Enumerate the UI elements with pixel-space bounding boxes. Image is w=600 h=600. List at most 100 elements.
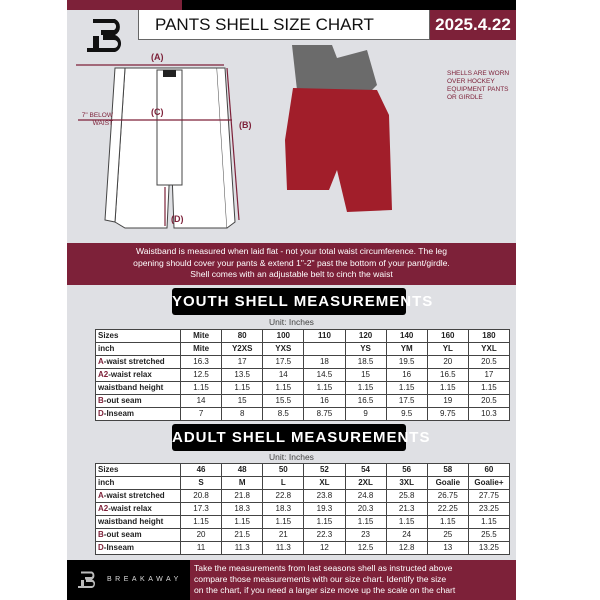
table-cell: 1.15 <box>262 381 305 395</box>
table-cell: 11 <box>179 541 223 555</box>
table-cell: 10.3 <box>467 407 511 421</box>
youth-unit-label: Unit: Inches <box>269 317 314 327</box>
table-cell: 17.3 <box>179 502 223 516</box>
table-cell: 17.5 <box>262 355 305 369</box>
table-cell: 1.15 <box>179 515 223 529</box>
table-cell: 16.5 <box>344 394 387 408</box>
table-cell: YS <box>344 342 387 356</box>
table-cell: 20.3 <box>344 502 387 516</box>
table-cell: 1.15 <box>179 381 223 395</box>
table-row: A-waist stretched 20.8 21.8 22.8 23.8 24.8 25.… <box>95 489 511 503</box>
table-cell: 24.8 <box>344 489 387 503</box>
table-cell: Goalie <box>426 476 469 490</box>
table-cell: 1.15 <box>262 515 305 529</box>
page-title: PANTS SHELL SIZE CHART <box>138 10 430 40</box>
table-cell: 54 <box>344 463 387 477</box>
pants-diagram: (A) (C) (B) (D) 7" BELOW WAIST SHELLS AR… <box>67 40 516 240</box>
table-cell: 1.15 <box>303 381 346 395</box>
breakaway-logo-icon <box>87 19 122 52</box>
footer-brand-block: BREAKAWAY <box>67 560 190 600</box>
label-d: (D) <box>171 214 184 224</box>
row-label: B-out seam <box>95 394 181 408</box>
table-cell: 18.3 <box>262 502 305 516</box>
table-cell: 21.3 <box>385 502 428 516</box>
table-cell: 120 <box>344 329 387 343</box>
measure-code: B <box>98 396 104 405</box>
table-cell: 1.15 <box>467 515 511 529</box>
table-cell: 110 <box>303 329 346 343</box>
measure-name: Sizes <box>98 331 119 340</box>
table-cell: 17 <box>467 368 511 382</box>
label-c: (C) <box>151 107 164 117</box>
size-chart-page: PANTS SHELL SIZE CHART 2025.4.22 (A) (C)… <box>67 0 516 600</box>
youth-size-table: Sizes Mite 80 100 110 120 140 160 180 inch Mite Y2X… <box>95 329 511 421</box>
table-cell: 17.5 <box>385 394 428 408</box>
footer-line: compare those measurements with our size… <box>194 574 447 584</box>
row-label: A2-waist relax <box>95 502 181 516</box>
table-cell: 16 <box>303 394 346 408</box>
table-cell: Goalie+ <box>467 476 511 490</box>
measure-name: waistband height <box>98 517 164 526</box>
measure-name: -out seam <box>103 530 142 539</box>
table-cell: 1.15 <box>221 381 264 395</box>
table-cell: 21.8 <box>221 489 264 503</box>
table-cell: 9.5 <box>385 407 428 421</box>
table-cell: 56 <box>385 463 428 477</box>
table-cell: 16 <box>385 368 428 382</box>
table-cell: 11.3 <box>221 541 264 555</box>
table-cell: 11.3 <box>262 541 305 555</box>
table-cell: 1.15 <box>221 515 264 529</box>
table-cell: XL <box>303 476 346 490</box>
measure-name: inch <box>98 344 115 353</box>
table-row: inch S M L XL 2XL 3XL Goalie Goalie+ <box>95 476 511 490</box>
table-cell: YXS <box>262 342 305 356</box>
table-cell: 52 <box>303 463 346 477</box>
table-cell: 1.15 <box>426 515 469 529</box>
table-cell: 140 <box>385 329 428 343</box>
row-label: waistband height <box>95 381 181 395</box>
table-cell: 1.15 <box>426 381 469 395</box>
table-cell: M <box>221 476 264 490</box>
label-a: (A) <box>151 52 164 62</box>
table-cell: 21 <box>262 528 305 542</box>
table-cell: 15 <box>221 394 264 408</box>
date-badge: 2025.4.22 <box>430 10 516 40</box>
table-row: A2-waist relax 12.5 13.5 14 14.5 15 16 16.5 17 <box>95 368 511 382</box>
table-cell: 15 <box>344 368 387 382</box>
measure-name: -out seam <box>103 396 142 405</box>
below-waist-note: 7" BELOW WAIST <box>67 112 113 128</box>
table-cell: 1.15 <box>344 515 387 529</box>
pants-shell-sketch <box>76 45 392 229</box>
table-cell: 25.5 <box>467 528 511 542</box>
table-cell: 20.5 <box>467 355 511 369</box>
table-cell: 17 <box>221 355 264 369</box>
measure-code: B <box>98 530 104 539</box>
measure-name: -Inseam <box>103 409 135 418</box>
info-line: Waistband is measured when laid flat - n… <box>136 246 447 256</box>
table-cell: 2XL <box>344 476 387 490</box>
waistband-info-banner: Waistband is measured when laid flat - n… <box>67 243 516 285</box>
brand-name: BREAKAWAY <box>107 576 182 583</box>
table-cell: 1.15 <box>303 515 346 529</box>
adult-section-title: ADULT SHELL MEASUREMENTS <box>172 424 429 451</box>
measure-name: Sizes <box>98 465 119 474</box>
table-cell: 19.5 <box>385 355 428 369</box>
measure-code: A <box>98 491 104 500</box>
table-cell: YXL <box>467 342 511 356</box>
row-label: inch <box>95 342 181 356</box>
table-row: B-out seam 14 15 15.5 16 16.5 17.5 19 20.5 <box>95 394 511 408</box>
footer-line: on the chart, if you need a larger size … <box>194 585 456 595</box>
table-cell: 18.5 <box>344 355 387 369</box>
shell-note: SHELLS ARE WORN OVER HOCKEY EQUIPMENT PA… <box>447 70 509 102</box>
table-cell: 19.3 <box>303 502 346 516</box>
measure-name: -Inseam <box>103 543 135 552</box>
row-label: A-waist stretched <box>95 355 181 369</box>
measure-code: D <box>98 543 104 552</box>
table-cell: 1.15 <box>385 515 428 529</box>
table-cell: 13 <box>426 541 469 555</box>
table-cell: 20.8 <box>179 489 223 503</box>
table-cell: 26.75 <box>426 489 469 503</box>
table-cell: 20 <box>179 528 223 542</box>
table-cell: 14 <box>179 394 223 408</box>
table-cell: 8 <box>221 407 264 421</box>
